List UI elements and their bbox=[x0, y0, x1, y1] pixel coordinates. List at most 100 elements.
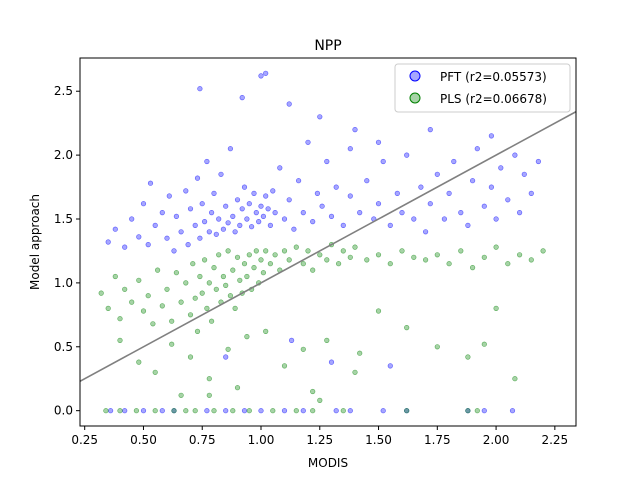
data-point bbox=[239, 206, 245, 212]
data-point bbox=[150, 321, 156, 327]
data-point bbox=[183, 280, 189, 286]
data-point bbox=[375, 139, 382, 145]
data-point bbox=[241, 261, 248, 267]
data-point bbox=[251, 190, 257, 196]
data-point bbox=[474, 408, 480, 414]
data-point bbox=[293, 408, 299, 414]
data-point bbox=[310, 388, 316, 395]
data-point bbox=[194, 175, 201, 181]
data-point bbox=[286, 257, 292, 263]
data-point bbox=[340, 248, 346, 254]
data-point bbox=[129, 299, 135, 305]
data-point bbox=[272, 210, 278, 216]
data-point bbox=[260, 213, 267, 219]
data-point bbox=[194, 328, 201, 335]
data-point bbox=[173, 270, 179, 276]
data-point bbox=[117, 337, 123, 344]
data-point bbox=[260, 270, 267, 276]
data-point bbox=[140, 201, 147, 207]
data-point bbox=[173, 213, 179, 219]
x-tick-label: 1.75 bbox=[424, 433, 451, 447]
legend-label-pft: PFT (r2=0.05573) bbox=[440, 70, 547, 84]
data-point bbox=[171, 408, 177, 414]
data-point bbox=[164, 235, 170, 241]
data-point bbox=[171, 248, 177, 254]
data-point bbox=[357, 350, 363, 356]
y-tick-label: 1.0 bbox=[54, 276, 73, 290]
data-point bbox=[512, 376, 518, 382]
data-point bbox=[98, 290, 104, 296]
data-point bbox=[375, 201, 382, 207]
data-point bbox=[317, 397, 323, 404]
plot-frame bbox=[79, 57, 577, 427]
data-point bbox=[241, 184, 248, 190]
data-point bbox=[178, 392, 184, 398]
chart-title: NPP bbox=[314, 38, 341, 54]
data-point bbox=[258, 257, 264, 263]
y-tick-label: 0.0 bbox=[54, 404, 73, 418]
data-point bbox=[380, 408, 386, 414]
data-point bbox=[347, 254, 353, 260]
data-point bbox=[458, 248, 464, 254]
data-point bbox=[310, 267, 316, 273]
data-point bbox=[223, 203, 229, 209]
data-point bbox=[197, 86, 203, 92]
data-point bbox=[418, 184, 424, 190]
data-point bbox=[159, 210, 165, 216]
data-point bbox=[481, 203, 487, 209]
data-point bbox=[258, 408, 264, 414]
data-point bbox=[300, 210, 306, 216]
series-0 bbox=[105, 70, 542, 414]
data-point bbox=[187, 206, 194, 212]
data-point bbox=[230, 408, 236, 414]
data-point bbox=[253, 248, 259, 254]
data-point bbox=[159, 303, 165, 309]
identity-reference-line bbox=[80, 110, 576, 383]
data-point bbox=[251, 265, 257, 271]
y-tick-label: 2.0 bbox=[54, 148, 73, 162]
data-point bbox=[223, 354, 229, 360]
data-point bbox=[216, 252, 222, 258]
data-point bbox=[220, 273, 226, 280]
data-point bbox=[470, 178, 476, 184]
data-point bbox=[223, 408, 229, 414]
y-axis-title: Model approach bbox=[28, 194, 42, 290]
data-point bbox=[197, 273, 203, 280]
data-point bbox=[265, 206, 271, 212]
data-point bbox=[206, 376, 212, 382]
data-point bbox=[249, 224, 255, 230]
data-point bbox=[300, 346, 306, 352]
data-point bbox=[328, 359, 335, 365]
data-point bbox=[192, 408, 198, 414]
data-point bbox=[244, 334, 250, 340]
x-tick-label: 0.25 bbox=[71, 433, 98, 447]
data-point bbox=[246, 408, 252, 414]
data-point bbox=[225, 220, 231, 226]
data-point bbox=[336, 261, 342, 267]
data-point bbox=[204, 158, 210, 165]
data-point bbox=[230, 267, 236, 273]
data-point bbox=[434, 252, 440, 258]
data-point bbox=[237, 222, 243, 228]
data-point bbox=[209, 318, 215, 324]
data-point bbox=[244, 216, 250, 222]
data-point bbox=[183, 408, 189, 414]
data-point bbox=[481, 341, 487, 347]
data-point bbox=[493, 244, 499, 250]
data-point bbox=[232, 229, 238, 235]
data-point bbox=[122, 286, 128, 292]
data-point bbox=[387, 222, 393, 228]
data-point bbox=[481, 408, 487, 414]
data-point bbox=[122, 244, 128, 250]
data-point bbox=[394, 190, 400, 196]
data-point bbox=[296, 178, 302, 184]
data-point bbox=[241, 408, 248, 414]
data-point bbox=[159, 408, 165, 414]
data-point bbox=[493, 305, 499, 312]
x-axis-title: MODIS bbox=[308, 456, 348, 470]
x-tick-label: 1.25 bbox=[306, 433, 333, 447]
data-point bbox=[505, 197, 511, 203]
data-point bbox=[117, 316, 123, 322]
data-point bbox=[107, 408, 114, 414]
data-point bbox=[498, 165, 504, 171]
